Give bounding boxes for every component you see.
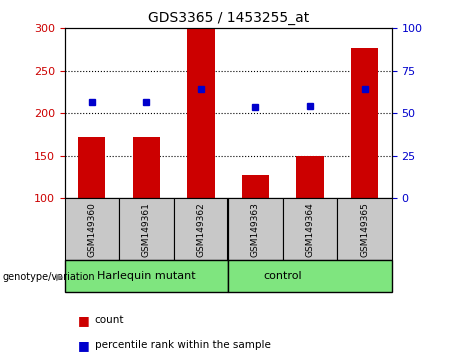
Bar: [242, 175, 269, 198]
Bar: [65, 198, 119, 260]
Bar: [133, 137, 160, 198]
Text: genotype/variation: genotype/variation: [2, 272, 95, 282]
Text: GSM149361: GSM149361: [142, 202, 151, 257]
Text: Harlequin mutant: Harlequin mutant: [97, 271, 195, 281]
Bar: [78, 137, 106, 198]
Text: percentile rank within the sample: percentile rank within the sample: [95, 340, 271, 350]
Text: GSM149363: GSM149363: [251, 202, 260, 257]
Bar: [187, 28, 214, 198]
Text: ■: ■: [78, 314, 90, 327]
Text: GSM149362: GSM149362: [196, 202, 206, 257]
Bar: [65, 260, 228, 292]
Text: ▶: ▶: [56, 272, 64, 282]
Bar: [228, 198, 283, 260]
Bar: [337, 198, 392, 260]
Bar: [351, 48, 378, 198]
Bar: [296, 156, 324, 198]
Bar: [119, 198, 174, 260]
Bar: [228, 260, 392, 292]
Bar: [283, 198, 337, 260]
Text: control: control: [263, 271, 302, 281]
Title: GDS3365 / 1453255_at: GDS3365 / 1453255_at: [148, 11, 309, 24]
Text: GSM149364: GSM149364: [306, 202, 314, 257]
Text: ■: ■: [78, 339, 90, 352]
Bar: [174, 198, 228, 260]
Text: GSM149360: GSM149360: [87, 202, 96, 257]
Text: GSM149365: GSM149365: [360, 202, 369, 257]
Text: count: count: [95, 315, 124, 325]
